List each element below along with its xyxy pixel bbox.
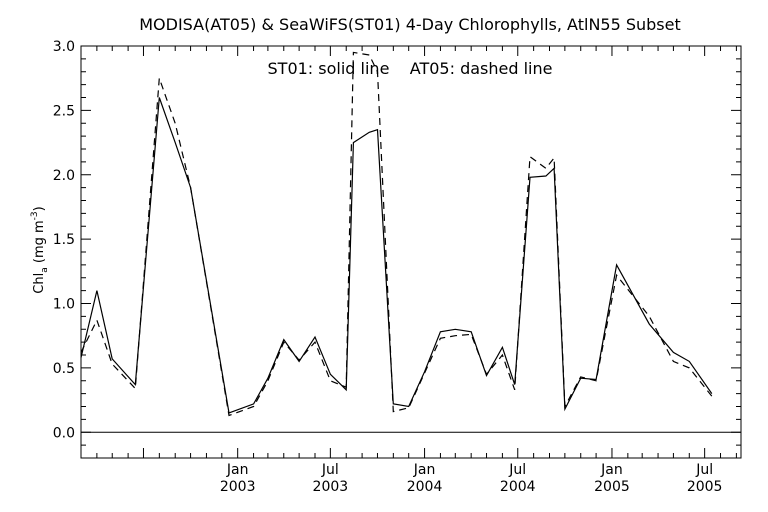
x-tick-month-label: Jan (413, 462, 436, 478)
y-axis-ticks: 0.0 0.5 1.0 1.5 2.0 2.5 3.0 (53, 39, 741, 459)
x-tick-year-label: 2003 (313, 479, 349, 495)
y-tick-label: 2.0 (53, 168, 75, 184)
x-tick-month-label: Jan (226, 462, 249, 478)
x-tick-month-label: Jul (321, 462, 339, 478)
x-axis-ticks: Jan2003Jul2003Jan2004Jul2004Jan2005Jul20… (96, 46, 737, 495)
y-tick-label: 0.5 (53, 361, 75, 377)
series-lines (80, 51, 713, 417)
y-tick-label: 1.5 (53, 232, 75, 248)
y-tick-label: 1.0 (53, 297, 75, 313)
x-tick-year-label: 2005 (687, 479, 723, 495)
y-tick-label: 2.5 (53, 103, 75, 119)
x-tick-month-label: Jul (508, 462, 526, 478)
x-tick-month-label: Jan (600, 462, 623, 478)
chart-annotation: ST01: solid line AT05: dashed line (268, 59, 553, 78)
chart-title: MODISA(AT05) & SeaWiFS(ST01) 4-Day Chlor… (139, 15, 681, 34)
x-tick-year-label: 2005 (594, 479, 630, 495)
x-tick-month-label: Jul (695, 462, 713, 478)
x-tick-year-label: 2003 (220, 479, 256, 495)
series-line-at05 (80, 51, 713, 417)
x-tick-year-label: 2004 (407, 479, 443, 495)
y-tick-label: 0.0 (53, 425, 75, 441)
plot-frame (80, 45, 742, 459)
y-tick-label: 3.0 (53, 39, 75, 55)
y-axis-label: Chla (mg m-3) (30, 206, 50, 293)
x-tick-year-label: 2004 (500, 479, 536, 495)
series-line-st01 (80, 97, 713, 414)
